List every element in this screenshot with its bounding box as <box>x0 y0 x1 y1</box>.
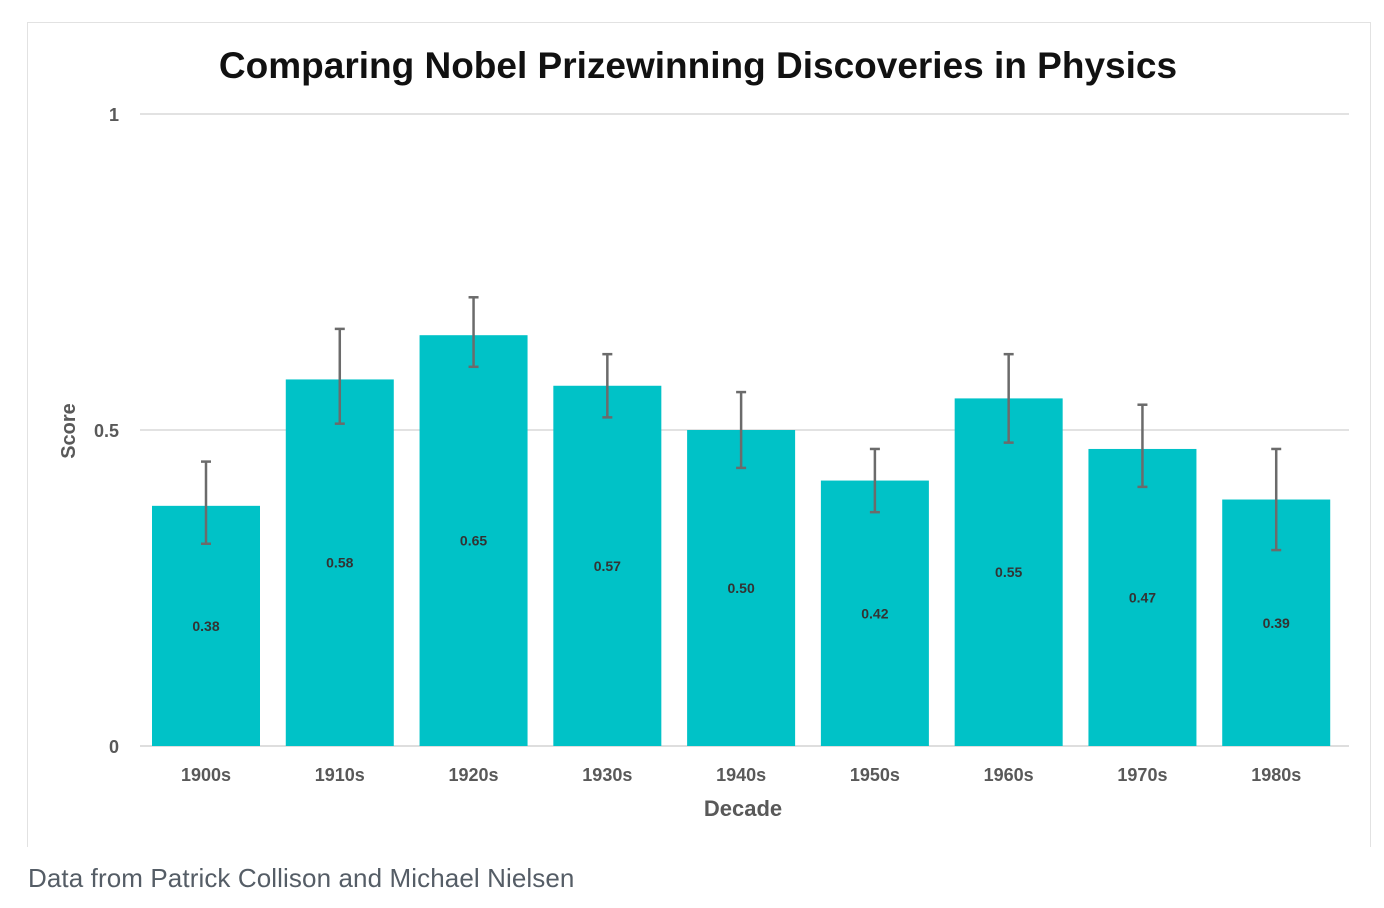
data-label: 0.39 <box>1263 615 1290 631</box>
error-bar <box>468 296 479 369</box>
bar-chart: Comparing Nobel Prizewinning Discoveries… <box>58 45 1349 821</box>
data-label: 0.58 <box>326 555 353 571</box>
bar <box>553 385 662 746</box>
error-bars <box>201 296 1282 552</box>
error-bar <box>1003 352 1014 444</box>
bar <box>687 430 796 746</box>
error-bar <box>869 447 880 514</box>
data-label: 0.65 <box>460 533 487 549</box>
x-tick-label: 1920s <box>449 765 499 785</box>
x-tick-label: 1950s <box>850 765 900 785</box>
error-bar <box>602 352 613 419</box>
x-tick-label: 1940s <box>716 765 766 785</box>
data-label: 0.55 <box>995 564 1022 580</box>
data-label: 0.57 <box>594 558 621 574</box>
bar <box>820 480 929 746</box>
x-tick-label: 1900s <box>181 765 231 785</box>
data-labels: 0.38 0.58 0.65 0.57 0.50 0.42 0.55 0.47 0.39 <box>192 533 1290 634</box>
bar <box>419 335 528 746</box>
data-label: 0.50 <box>727 580 754 596</box>
chart-title: Comparing Nobel Prizewinning Discoveries… <box>219 45 1177 86</box>
x-tick-label: 1910s <box>315 765 365 785</box>
x-tick-label: 1970s <box>1117 765 1167 785</box>
x-axis-ticks: 1900s 1910s 1920s 1930s 1940s 1950s 1960s 1970s… <box>181 765 1301 785</box>
data-label: 0.42 <box>861 605 888 621</box>
error-bar <box>1271 447 1282 552</box>
y-tick-label: 0 <box>109 737 119 757</box>
error-bar <box>334 327 345 425</box>
error-bar <box>1137 403 1148 489</box>
bar <box>954 398 1063 746</box>
y-tick-label: 0.5 <box>94 421 119 441</box>
error-bar <box>201 460 211 546</box>
x-tick-label: 1960s <box>984 765 1034 785</box>
source-caption: Data from Patrick Collison and Michael N… <box>28 863 575 893</box>
error-bar <box>736 390 747 470</box>
bar <box>152 505 260 746</box>
y-axis-ticks: 00.51 <box>94 105 119 757</box>
bars <box>152 335 1331 746</box>
y-tick-label: 1 <box>109 105 119 125</box>
x-tick-label: 1980s <box>1251 765 1301 785</box>
data-label: 0.38 <box>192 618 219 634</box>
bar <box>1088 448 1197 746</box>
data-label: 0.47 <box>1129 589 1156 605</box>
x-axis-title: Decade <box>704 796 782 821</box>
x-tick-label: 1930s <box>582 765 632 785</box>
bar <box>285 379 394 746</box>
y-axis-title: Score <box>58 403 80 459</box>
